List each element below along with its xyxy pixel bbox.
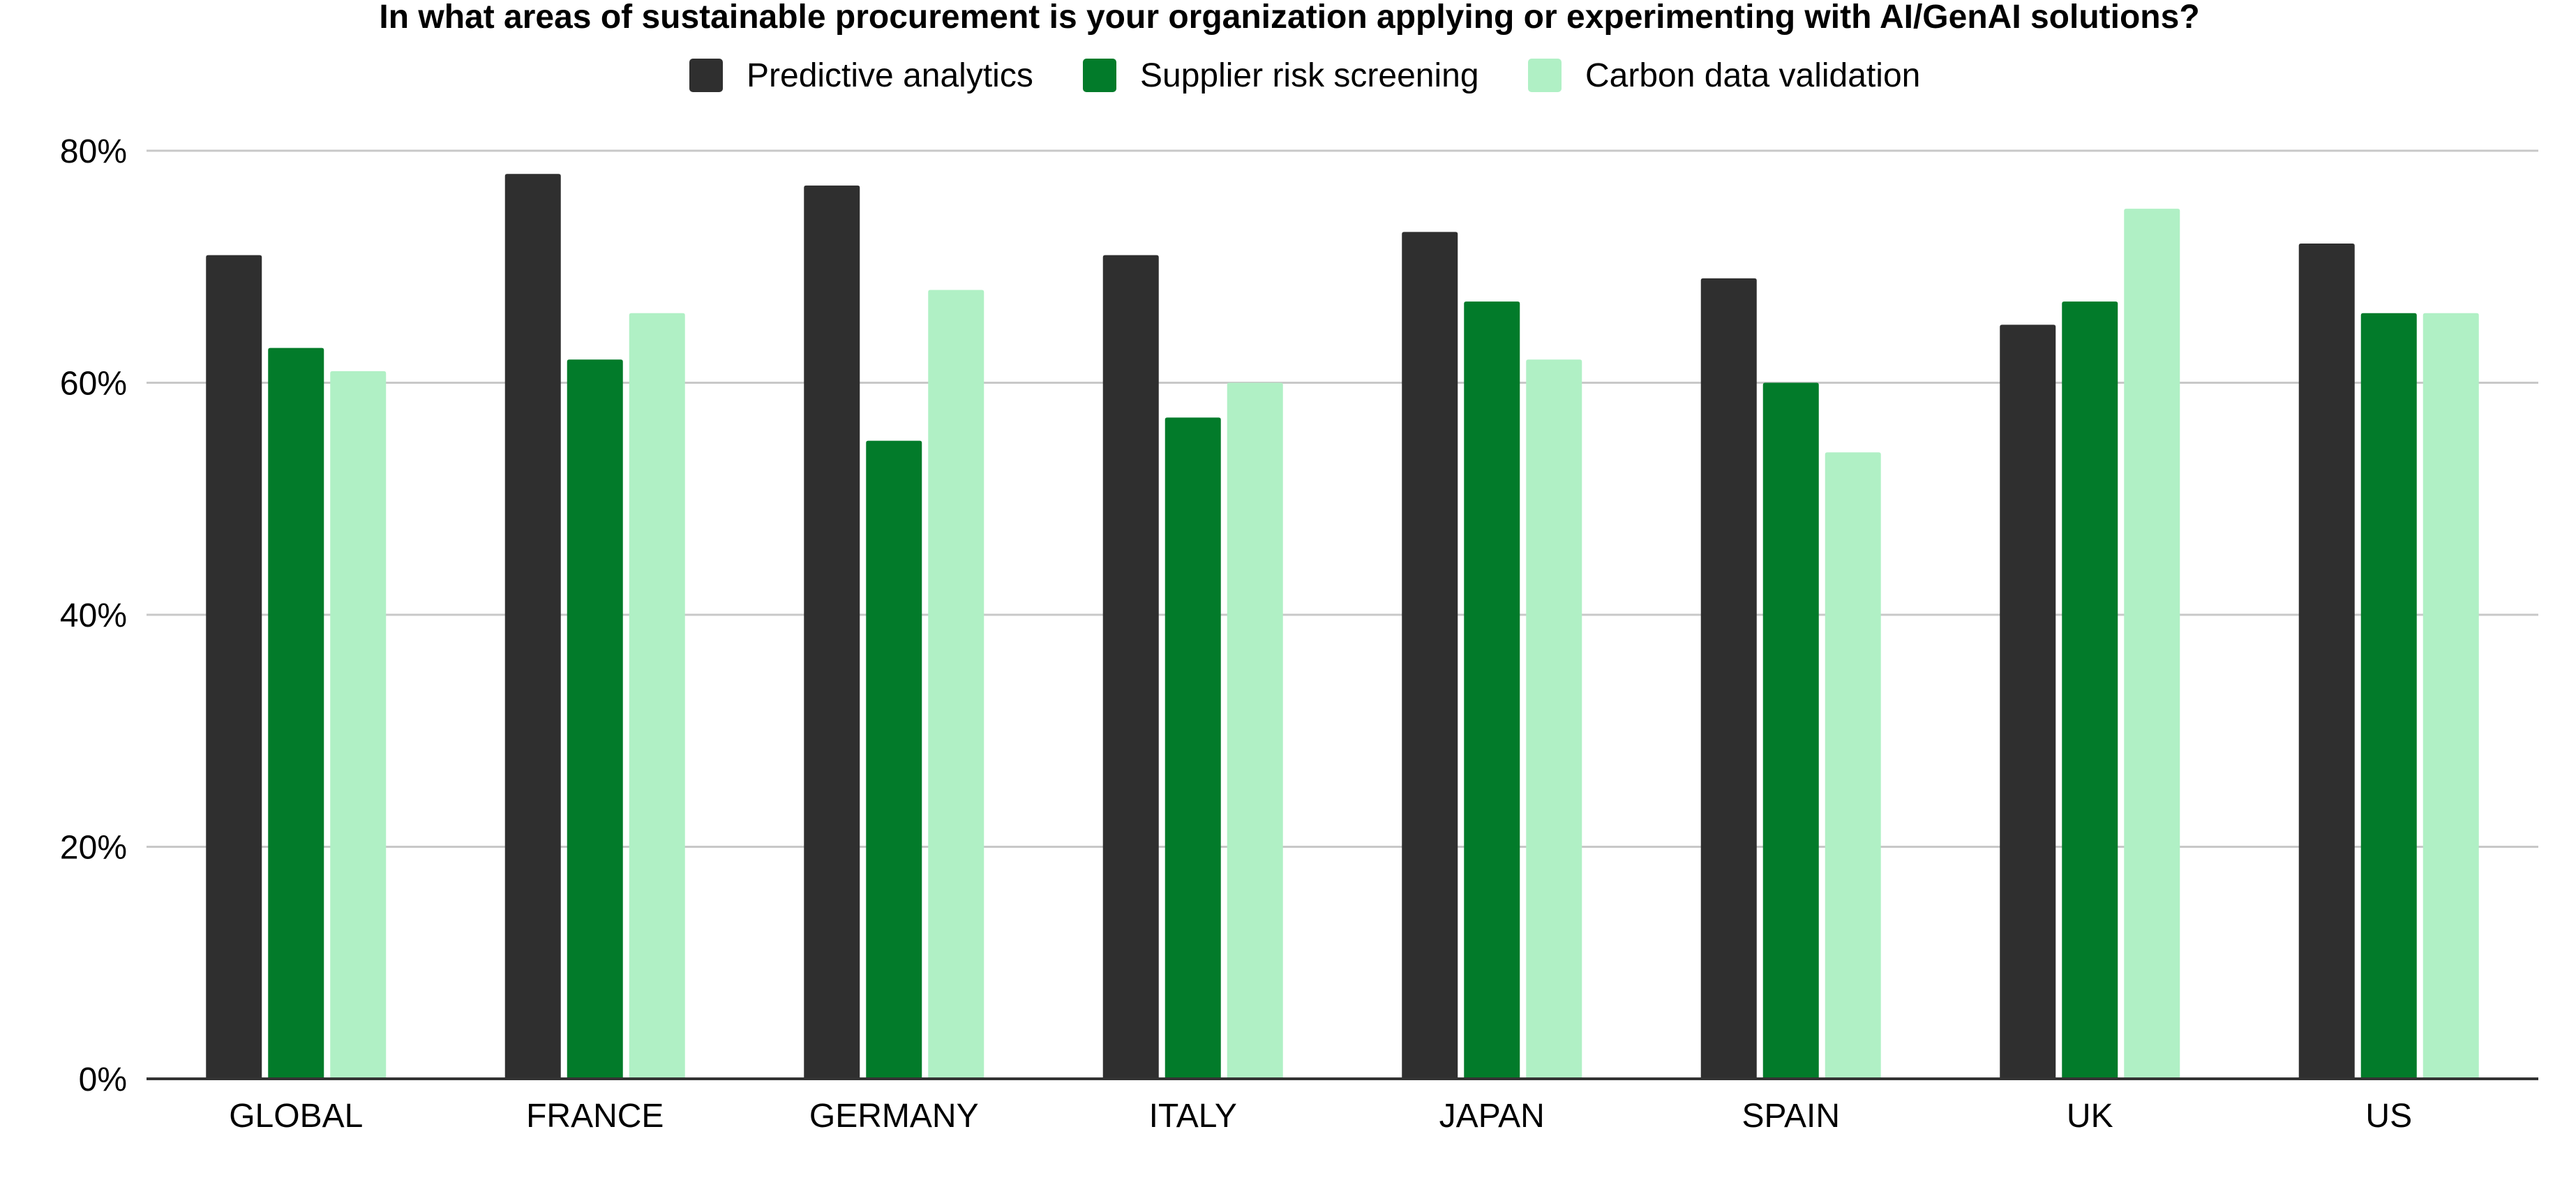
bar-supplier-risk-screening-spain (1762, 382, 1819, 1079)
bar-carbon-data-validation-spain (1825, 452, 1881, 1079)
legend-label: Carbon data validation (1585, 57, 1920, 94)
x-tick-label: SPAIN (1742, 1098, 1840, 1135)
bar-group-germany (804, 185, 984, 1079)
x-tick-label: GERMANY (809, 1098, 979, 1135)
y-tick-label: 60% (60, 366, 127, 403)
x-tick-label: ITALY (1149, 1098, 1237, 1135)
legend-item: Predictive analytics (689, 57, 1033, 94)
bar-carbon-data-validation-france (629, 313, 685, 1079)
bar-carbon-data-validation-global (330, 371, 387, 1079)
bar-carbon-data-validation-italy (1227, 382, 1283, 1079)
x-tick-label: GLOBAL (229, 1098, 363, 1135)
bar-carbon-data-validation-us (2423, 313, 2479, 1079)
bar-predictive-analytics-germany (804, 185, 860, 1079)
chart-title: In what areas of sustainable procurement… (379, 0, 2199, 36)
bar-supplier-risk-screening-global (268, 348, 324, 1079)
bars (206, 174, 2479, 1079)
bar-group-japan (1402, 232, 1582, 1079)
legend-item: Supplier risk screening (1083, 57, 1479, 94)
x-tick-label: UK (2067, 1098, 2113, 1135)
legend-swatch (689, 59, 723, 92)
x-tick-label: JAPAN (1439, 1098, 1545, 1135)
bar-group-france (504, 174, 685, 1079)
bar-predictive-analytics-us (2298, 244, 2355, 1079)
legend-swatch (1528, 59, 1562, 92)
bar-group-uk (2000, 209, 2180, 1079)
x-tick-label: FRANCE (526, 1098, 664, 1135)
legend-swatch (1083, 59, 1116, 92)
bar-predictive-analytics-italy (1102, 255, 1159, 1079)
y-axis: 0% 20% 40% 60% 80% (60, 133, 127, 1098)
bar-predictive-analytics-global (206, 255, 262, 1079)
bar-carbon-data-validation-uk (2124, 209, 2180, 1079)
bar-predictive-analytics-france (504, 174, 561, 1079)
y-tick-label: 40% (60, 597, 127, 634)
legend-label: Supplier risk screening (1140, 57, 1479, 94)
bar-predictive-analytics-japan (1402, 232, 1458, 1079)
bar-group-spain (1700, 278, 1881, 1079)
bar-supplier-risk-screening-japan (1464, 301, 1520, 1079)
bar-carbon-data-validation-japan (1526, 359, 1582, 1079)
bar-predictive-analytics-spain (1700, 278, 1757, 1079)
bar-supplier-risk-screening-uk (2062, 301, 2118, 1079)
y-tick-label: 20% (60, 830, 127, 867)
bar-group-us (2298, 244, 2479, 1079)
x-axis: GLOBAL FRANCE GERMANY ITALY JAPAN SPAIN UK US (147, 1077, 2538, 1135)
bar-predictive-analytics-uk (2000, 324, 2056, 1079)
bar-supplier-risk-screening-germany (866, 440, 922, 1079)
legend-item: Carbon data validation (1528, 57, 1920, 94)
bar-group-italy (1102, 255, 1283, 1079)
y-tick-label: 80% (60, 133, 127, 170)
bar-group-global (206, 255, 387, 1079)
legend-label: Predictive analytics (747, 57, 1033, 94)
bar-supplier-risk-screening-us (2360, 313, 2417, 1079)
bar-supplier-risk-screening-france (567, 359, 623, 1079)
y-tick-label: 0% (79, 1061, 127, 1098)
x-tick-label: US (2365, 1098, 2412, 1135)
legend: Predictive analytics Supplier risk screen… (689, 57, 1920, 94)
bar-supplier-risk-screening-italy (1165, 417, 1221, 1079)
bar-carbon-data-validation-germany (928, 290, 984, 1079)
